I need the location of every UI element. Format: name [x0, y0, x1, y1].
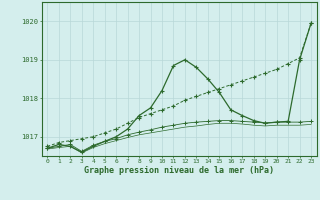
X-axis label: Graphe pression niveau de la mer (hPa): Graphe pression niveau de la mer (hPa)	[84, 166, 274, 175]
